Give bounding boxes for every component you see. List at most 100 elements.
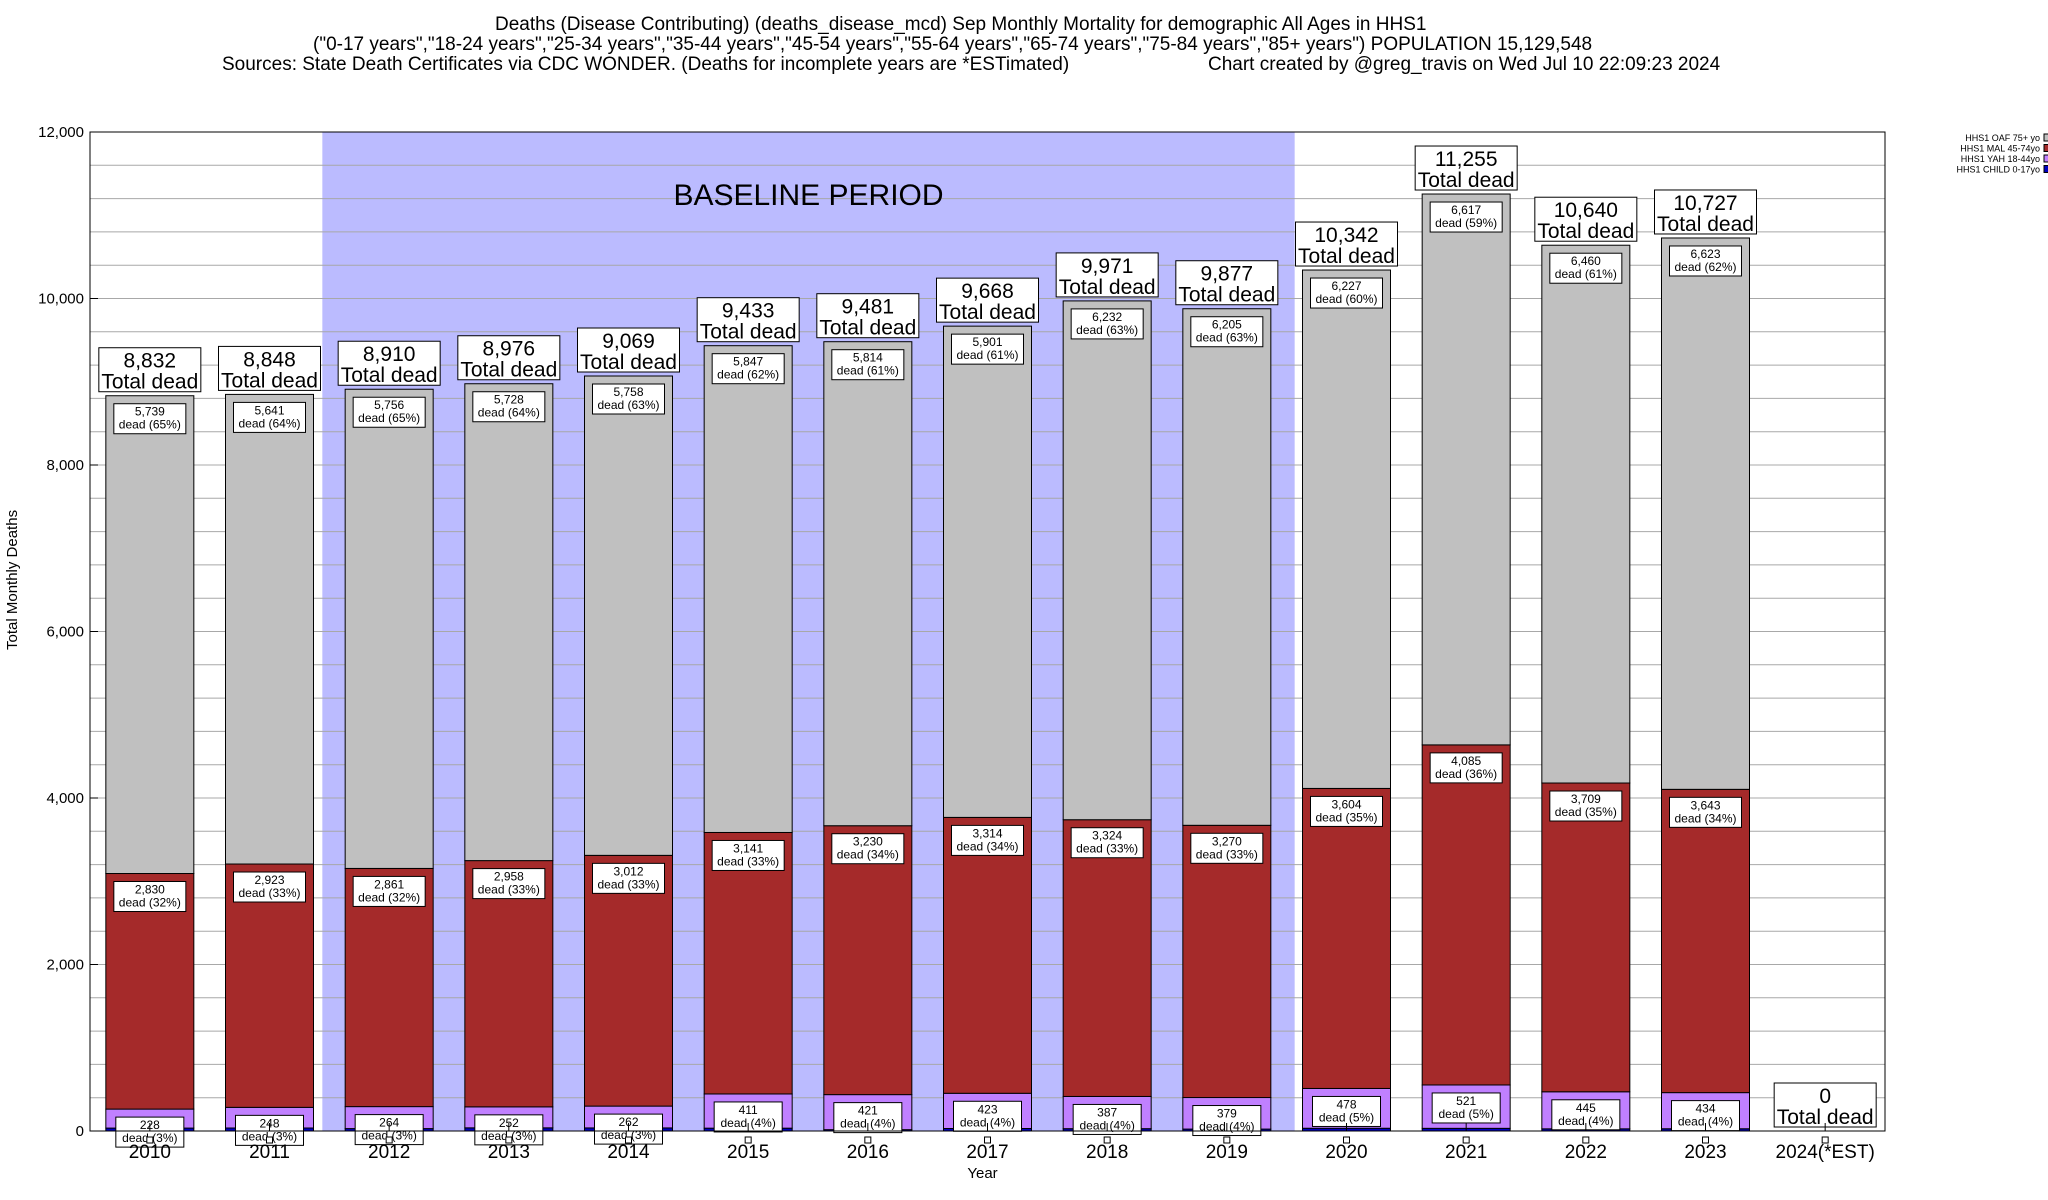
yah-label: 411 <box>739 1103 758 1117</box>
child-marker <box>505 1136 513 1144</box>
oaf-label-box <box>472 391 546 423</box>
oaf-label-box <box>1190 316 1264 348</box>
oaf-label: dead (63%) <box>1196 331 1258 345</box>
oaf-label: dead (62%) <box>1674 260 1736 274</box>
child-marker <box>984 1136 991 1144</box>
mal-label: dead (36%) <box>1435 767 1497 781</box>
oaf-label-box <box>592 383 665 415</box>
bar-oaf-2018 <box>1062 300 1152 821</box>
yah-label: dead (3%) <box>242 1129 297 1143</box>
oaf-label: 6,460 <box>1571 254 1601 268</box>
yah-label: 423 <box>977 1102 997 1116</box>
child-marker <box>266 1136 273 1144</box>
x-tick-label: 2020 <box>1325 1142 1367 1163</box>
x-tick-label: 2018 <box>1086 1142 1128 1163</box>
oaf-label: 5,728 <box>494 393 524 407</box>
x-tick-label: 2011 <box>249 1142 290 1163</box>
oaf-label: dead (61%) <box>837 364 899 378</box>
child-marker <box>625 1136 632 1144</box>
oaf-label-box <box>1669 245 1742 277</box>
bar-mal-2020 <box>1302 787 1391 1089</box>
total-box <box>457 335 561 381</box>
yah-label: dead (4%) <box>1678 1115 1733 1129</box>
chart-title: Deaths (Disease Contributing) (deaths_di… <box>495 14 1427 35</box>
total-value: 9,433 <box>722 300 775 323</box>
oaf-label: dead (65%) <box>119 418 181 432</box>
total-value: 9,877 <box>1201 263 1254 286</box>
legend-swatch <box>2043 165 2048 173</box>
mal-label: 3,643 <box>1690 798 1720 812</box>
oaf-label: 6,205 <box>1212 318 1242 332</box>
mal-label-box <box>831 833 905 865</box>
total-suffix: Total dead <box>1178 284 1275 307</box>
yah-label: 521 <box>1456 1094 1476 1108</box>
child-marker <box>1343 1136 1350 1144</box>
total-value: 8,910 <box>363 343 416 366</box>
bar-oaf-2015 <box>703 345 793 833</box>
total-box <box>1534 196 1638 242</box>
total-box <box>337 340 441 386</box>
oaf-label: dead (62%) <box>717 368 779 382</box>
total-value: 8,976 <box>483 338 536 361</box>
mal-label-box <box>1669 796 1742 828</box>
total-value: 10,727 <box>1673 192 1737 215</box>
total-box <box>1414 145 1518 191</box>
child-marker <box>1223 1136 1231 1144</box>
total-box <box>1055 252 1159 298</box>
oaf-label: 5,901 <box>972 335 1002 349</box>
x-tick-label: 2022 <box>1565 1142 1607 1163</box>
oaf-label: 6,617 <box>1451 203 1481 217</box>
child-marker <box>385 1136 393 1144</box>
legend-label: HHS1 YAH 18-44yo <box>1961 154 2040 164</box>
legend-label: HHS1 OAF 75+ yo <box>1965 133 2040 143</box>
mal-label: 3,324 <box>1092 829 1122 843</box>
oaf-label: 5,756 <box>374 398 404 412</box>
total-value: 9,668 <box>961 280 1014 303</box>
bar-oaf-2012 <box>344 388 434 869</box>
bar-mal-2016 <box>823 825 913 1096</box>
oaf-label: 5,847 <box>733 355 763 369</box>
mal-label-box <box>711 839 785 871</box>
yah-label: dead (3%) <box>481 1129 536 1143</box>
oaf-label: 6,227 <box>1331 279 1361 293</box>
yah-label: 387 <box>1097 1105 1117 1119</box>
oaf-label: 5,814 <box>853 351 883 365</box>
yah-label: 434 <box>1695 1102 1715 1116</box>
yah-label: dead (5%) <box>1438 1107 1493 1121</box>
bar-mal-2017 <box>943 816 1032 1094</box>
total-suffix: Total dead <box>460 359 557 382</box>
total-value: 9,971 <box>1081 255 1134 278</box>
legend-label: HHS1 MAL 45-74yo <box>1960 144 2040 154</box>
total-suffix: Total dead <box>341 364 438 387</box>
child-marker <box>864 1136 872 1144</box>
bar-mal-2014 <box>584 854 673 1107</box>
total-suffix: Total dead <box>580 351 677 374</box>
y-tick-label: 6,000 <box>46 624 84 641</box>
yah-label: 252 <box>499 1116 519 1130</box>
total-box <box>1773 1082 1877 1128</box>
oaf-label: 5,739 <box>135 405 165 419</box>
bar-oaf-2010 <box>105 395 195 875</box>
child-marker <box>744 1136 752 1144</box>
x-tick-label: 2024(*EST) <box>1776 1142 1875 1163</box>
bar-mal-2023 <box>1661 788 1750 1094</box>
yah-label: 421 <box>858 1104 878 1118</box>
oaf-label: dead (65%) <box>358 411 420 425</box>
oaf-label: dead (63%) <box>1076 323 1138 337</box>
mal-label: 4,085 <box>1451 754 1481 768</box>
yah-label: dead (3%) <box>361 1129 416 1143</box>
yah-label: dead (4%) <box>960 1115 1015 1129</box>
x-tick-label: 2021 <box>1445 1142 1487 1163</box>
mal-label: 3,141 <box>733 841 763 855</box>
oaf-label: 5,641 <box>254 403 284 417</box>
bar-oaf-2022 <box>1541 244 1631 784</box>
yah-label: 262 <box>618 1115 638 1129</box>
mal-label: dead (34%) <box>1674 811 1736 825</box>
oaf-label: 6,232 <box>1092 310 1122 324</box>
yah-label: dead (5%) <box>1319 1110 1374 1124</box>
y-tick-label: 10,000 <box>38 291 84 308</box>
yah-label: dead (3%) <box>601 1128 656 1142</box>
total-value: 9,481 <box>842 296 895 319</box>
mal-label: 2,861 <box>374 877 404 891</box>
